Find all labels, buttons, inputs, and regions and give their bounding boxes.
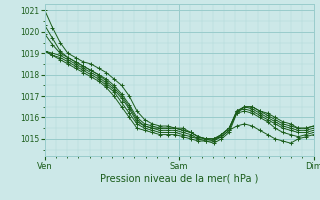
X-axis label: Pression niveau de la mer( hPa ): Pression niveau de la mer( hPa ) xyxy=(100,173,258,183)
